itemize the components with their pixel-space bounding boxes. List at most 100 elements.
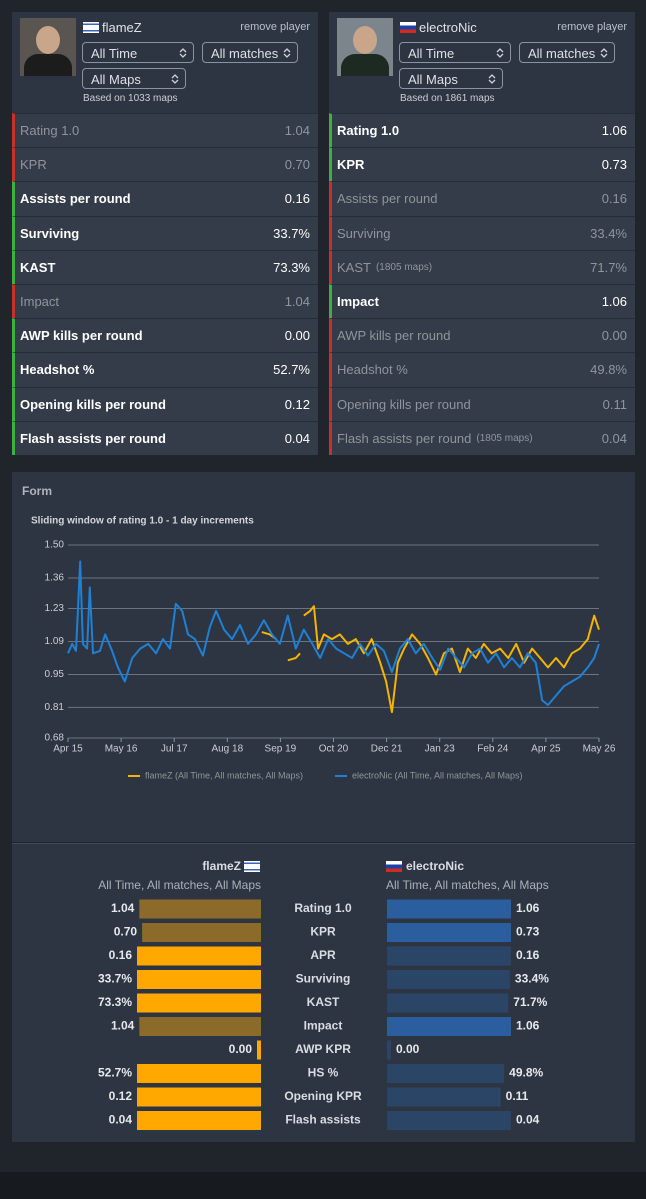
compare-subtitle: All Time, All matches, All Maps xyxy=(386,878,549,892)
bar xyxy=(387,1064,505,1083)
flag xyxy=(400,22,416,33)
x-tick-label: Dec 21 xyxy=(371,744,403,755)
compare-subtitle: All Time, All matches, All Maps xyxy=(98,878,261,892)
player-photo xyxy=(20,18,76,76)
filter-select[interactable]: All matches xyxy=(519,42,615,63)
stat-row: Impact 1.06 xyxy=(329,284,635,319)
chevron-path xyxy=(600,48,608,58)
stat-label: KPR xyxy=(337,157,365,173)
chevron-path xyxy=(283,48,291,58)
value-label: 52.7% xyxy=(98,1066,132,1080)
select-chevron xyxy=(171,74,179,84)
stat-row: Opening kills per round 0.11 xyxy=(329,386,635,421)
stat-value: 1.06 xyxy=(601,294,627,310)
stat-label: Surviving xyxy=(337,225,391,241)
stat-label: KAST xyxy=(337,259,371,275)
y-tick-label: 1.09 xyxy=(45,636,65,647)
player-name: electroNic xyxy=(419,20,477,35)
stat-value: 71.7% xyxy=(590,259,627,275)
value-label: 1.06 xyxy=(516,1019,540,1033)
value-label: 0.12 xyxy=(109,1089,133,1103)
stat-row: AWP kills per round 0.00 xyxy=(329,318,635,353)
x-tick-label: Aug 18 xyxy=(211,744,243,755)
stat-value: 1.04 xyxy=(284,123,310,139)
compare-name: electroNic xyxy=(406,859,464,873)
bar xyxy=(387,946,511,966)
remove-player[interactable]: remove player xyxy=(557,21,627,33)
stat-value: 0.00 xyxy=(284,328,310,344)
stat-row: KPR 0.73 xyxy=(329,147,635,182)
stat-label: Impact xyxy=(337,294,379,310)
value-label: 1.04 xyxy=(111,901,135,915)
photo-body xyxy=(341,54,389,76)
photo-body xyxy=(24,54,72,76)
select-chevron xyxy=(283,48,291,58)
x-tick-label: Jan 23 xyxy=(425,744,455,755)
y-tick-label: 0.95 xyxy=(45,669,65,680)
player-card: electroNic remove player All Time All match… xyxy=(329,12,635,455)
value-label: 0.70 xyxy=(114,925,138,939)
value-label: 71.7% xyxy=(513,995,547,1009)
bar xyxy=(137,1111,261,1130)
stat-row: KAST (1805 maps) 71.7% xyxy=(329,249,635,284)
based-on: Based on 1033 maps xyxy=(83,93,178,104)
stat-row: Rating 1.0 1.04 xyxy=(12,113,318,148)
chevron-path xyxy=(171,74,179,84)
category-label: HS % xyxy=(308,1066,339,1080)
x-tick-label: Feb 24 xyxy=(477,744,509,755)
bar xyxy=(257,1040,261,1060)
x-tick-label: Sep 19 xyxy=(265,744,297,755)
bar xyxy=(139,1017,261,1036)
series-line xyxy=(261,605,600,714)
stat-row: Surviving 33.7% xyxy=(12,215,318,250)
player-name: flameZ xyxy=(102,20,142,35)
value-label: 0.73 xyxy=(516,925,540,939)
bar xyxy=(387,899,511,919)
stat-value: 0.11 xyxy=(602,396,627,412)
player-card: flameZ remove player All Time All matches Al… xyxy=(12,12,318,455)
stat-label: Rating 1.0 xyxy=(337,123,400,139)
stat-value: 0.70 xyxy=(284,157,310,173)
x-tick-label: May 16 xyxy=(105,744,138,755)
stat-label: Headshot % xyxy=(20,362,95,378)
filter-select[interactable]: All Time xyxy=(82,42,194,63)
based-on: Based on 1861 maps xyxy=(400,93,495,104)
stat-row: KPR 0.70 xyxy=(12,147,318,182)
stat-label: Surviving xyxy=(20,225,80,241)
category-label: KPR xyxy=(310,925,336,939)
bar xyxy=(387,1017,511,1036)
stat-row: Flash assists per round 0.04 xyxy=(12,420,318,455)
bar xyxy=(387,1040,391,1060)
bar xyxy=(137,993,261,1013)
stat-value: 0.04 xyxy=(601,430,627,446)
y-tick-label: 1.50 xyxy=(45,540,65,551)
remove-player[interactable]: remove player xyxy=(240,21,310,33)
filter-select[interactable]: All Maps xyxy=(82,68,186,89)
stat-label: Flash assists per round xyxy=(337,430,472,446)
bar xyxy=(139,899,261,919)
stat-value: 0.04 xyxy=(284,430,310,446)
stat-label: Impact xyxy=(20,294,60,310)
filter-select[interactable]: All matches xyxy=(202,42,298,63)
stat-value: 33.7% xyxy=(273,225,310,241)
value-label: 73.3% xyxy=(98,995,132,1009)
filter-select[interactable]: All Maps xyxy=(399,68,503,89)
value-label: 1.04 xyxy=(111,1019,135,1033)
category-label: Rating 1.0 xyxy=(294,901,352,915)
stat-row: Impact 1.04 xyxy=(12,284,318,319)
stat-note: (1805 maps) xyxy=(375,261,433,273)
x-tick-label: Apr 25 xyxy=(531,744,561,755)
bar xyxy=(387,1111,511,1130)
stat-value: 33.4% xyxy=(590,225,627,241)
stat-value: 1.06 xyxy=(601,123,627,139)
flag xyxy=(244,861,260,872)
value-label: 33.7% xyxy=(98,972,132,986)
value-label: 0.00 xyxy=(396,1042,420,1056)
x-tick-label: Apr 15 xyxy=(53,744,83,755)
bar xyxy=(137,1064,261,1083)
stat-label: Rating 1.0 xyxy=(20,123,80,139)
value-label: 0.16 xyxy=(516,948,540,962)
filter-select[interactable]: All Time xyxy=(399,42,511,63)
stat-label: Assists per round xyxy=(20,191,131,207)
stat-row: KAST 73.3% xyxy=(12,249,318,284)
